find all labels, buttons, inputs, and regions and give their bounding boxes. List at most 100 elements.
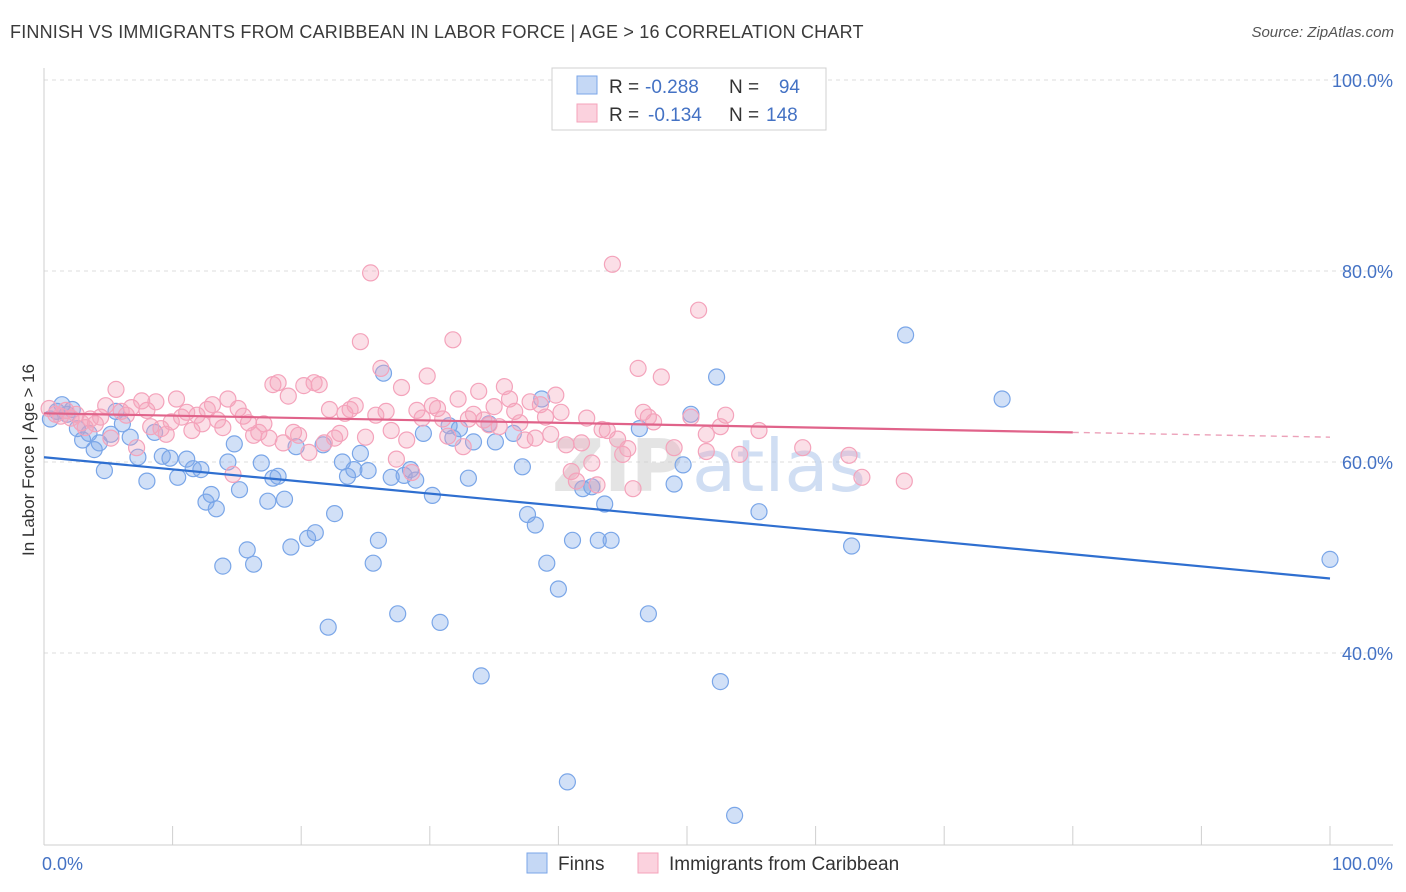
watermark-atlas: atlas xyxy=(692,424,866,508)
finns-point xyxy=(639,605,658,623)
finns-point xyxy=(750,503,768,521)
caribbean-point xyxy=(107,380,125,398)
caribbean-point xyxy=(269,374,287,392)
finns-point xyxy=(602,531,620,549)
caribbean-point xyxy=(588,476,606,494)
finns-point xyxy=(225,435,243,453)
finns-trend-line xyxy=(43,456,1331,580)
caribbean-point xyxy=(147,393,165,411)
caribbean-point xyxy=(260,429,278,447)
finns-point xyxy=(282,538,300,556)
caribbean-point xyxy=(547,386,565,404)
caribbean-point xyxy=(454,438,472,456)
legend-swatch-caribbean xyxy=(637,852,659,874)
finns-point xyxy=(345,461,363,479)
finns-point xyxy=(252,454,270,472)
caribbean-point xyxy=(557,436,575,454)
caribbean-point xyxy=(840,446,858,464)
caribbean-point xyxy=(444,331,462,349)
caribbean-point xyxy=(542,425,560,443)
caribbean-point xyxy=(413,409,431,427)
finns-point xyxy=(431,613,449,632)
legend-bottom: Finns Immigrants from Caribbean xyxy=(526,852,899,875)
finns-point xyxy=(275,490,294,508)
legend-swatch-finns xyxy=(526,852,548,874)
finns-point xyxy=(269,467,287,485)
caribbean-point xyxy=(853,468,871,486)
x-tick-labels: 0.0% 100.0% xyxy=(42,854,1393,874)
finns-point xyxy=(169,468,187,486)
caribbean-point xyxy=(567,472,586,490)
finns-point xyxy=(538,554,556,572)
legend-r-label: R = xyxy=(609,105,639,126)
finns-point xyxy=(486,433,504,451)
caribbean-point xyxy=(418,367,436,385)
finns-point xyxy=(230,481,249,499)
finns-point xyxy=(338,467,357,485)
caribbean-point xyxy=(593,420,611,439)
finns-point xyxy=(245,555,263,573)
caribbean-point xyxy=(274,434,292,452)
x-tick-label: 100.0% xyxy=(1332,854,1393,874)
caribbean-point xyxy=(526,429,544,447)
legend-top: R = -0.288 N = 94 R = -0.134 N = 148 xyxy=(551,67,827,131)
legend-swatch-caribbean xyxy=(576,103,598,123)
caribbean-point xyxy=(102,429,120,447)
data-points xyxy=(40,255,1339,825)
legend-r-value: -0.288 xyxy=(645,77,699,98)
caribbean-point xyxy=(665,439,683,457)
finns-point xyxy=(464,433,483,451)
finns-point xyxy=(665,475,683,493)
y-axis-title: In Labor Force | Age > 16 xyxy=(19,364,38,556)
finns-point xyxy=(326,504,344,523)
finns-point xyxy=(596,495,614,513)
caribbean-point xyxy=(76,419,94,437)
finns-point xyxy=(513,458,532,476)
caribbean-point xyxy=(428,399,447,418)
caribbean-point xyxy=(552,403,570,421)
caribbean-point xyxy=(475,411,493,429)
caribbean-point xyxy=(310,376,328,394)
legend-r-value: -0.134 xyxy=(648,105,702,126)
legend-n-label: N = xyxy=(729,105,759,126)
caribbean-point xyxy=(372,359,390,377)
y-tick-label: 40.0% xyxy=(1342,644,1393,664)
caribbean-point xyxy=(652,368,670,386)
finns-point xyxy=(842,537,861,555)
caribbean-point xyxy=(320,400,339,419)
axes xyxy=(43,68,1393,846)
caribbean-point xyxy=(356,428,375,446)
caribbean-point xyxy=(326,429,344,447)
caribbean-point xyxy=(162,413,180,431)
caribbean-point xyxy=(485,398,503,416)
caribbean-point xyxy=(697,425,715,443)
finns-point xyxy=(138,472,156,490)
caribbean-point xyxy=(750,421,768,440)
caribbean-point xyxy=(398,431,416,449)
caribbean-point xyxy=(387,450,405,468)
finns-point xyxy=(369,531,387,549)
finns-point xyxy=(192,461,210,479)
finns-point xyxy=(306,524,324,542)
finns-point xyxy=(563,531,582,549)
finns-point xyxy=(374,364,393,382)
caribbean-point xyxy=(434,410,452,428)
caribbean-point xyxy=(351,333,369,351)
caribbean-point xyxy=(624,480,642,498)
caribbean-point xyxy=(439,427,457,445)
legend-label-finns: Finns xyxy=(558,854,604,875)
legend-box xyxy=(551,67,827,131)
finns-point xyxy=(178,450,196,468)
caribbean-point xyxy=(470,382,488,400)
y-tick-label: 100.0% xyxy=(1332,71,1393,91)
finns-point xyxy=(95,462,114,480)
finns-point xyxy=(121,428,139,446)
finns-point xyxy=(558,773,577,791)
finns-point xyxy=(202,485,220,504)
caribbean-point xyxy=(279,387,297,405)
finns-point xyxy=(259,492,277,510)
caribbean-point xyxy=(578,409,596,427)
caribbean-point xyxy=(198,400,216,419)
legend-n-label: N = xyxy=(729,77,759,98)
